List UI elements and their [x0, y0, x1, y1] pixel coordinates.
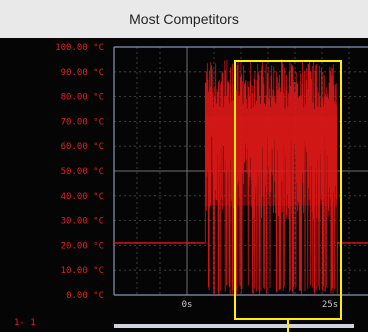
y-tick-labels: 100.00 °C 90.00 °C 80.00 °C 70.00 °C 60.00 °… [55, 43, 104, 301]
y-tick-label: 30.00 °C [61, 217, 104, 227]
y-tick-label: 10.00 °C [61, 266, 104, 276]
y-tick-label: 0.00 °C [66, 291, 104, 301]
x-tick-label: 25s [322, 300, 338, 310]
y-tick-label: 60.00 °C [61, 142, 104, 152]
x-tick-label: 0s [182, 300, 193, 310]
trace-dense-band [205, 116, 338, 206]
timeline-scrollbar[interactable] [114, 324, 354, 328]
chart-caption: Most Competitors [129, 11, 239, 27]
temperature-trace [114, 59, 368, 296]
y-tick-label: 70.00 °C [61, 117, 104, 127]
y-tick-label: 90.00 °C [61, 68, 104, 78]
temperature-plot: 100.00 °C 90.00 °C 80.00 °C 70.00 °C 60.00 °… [14, 43, 368, 332]
x-tick-labels: 0s 25s [182, 300, 339, 310]
trace-oscillation [204, 59, 338, 296]
channel-label: 1- 1 [14, 318, 36, 328]
y-tick-label: 40.00 °C [61, 192, 104, 202]
y-tick-label: 100.00 °C [55, 43, 104, 53]
oscilloscope-panel: 100.00 °C 90.00 °C 80.00 °C 70.00 °C 60.00 °… [0, 38, 368, 332]
y-tick-label: 20.00 °C [61, 241, 104, 251]
y-tick-label: 50.00 °C [61, 167, 104, 177]
y-tick-label: 80.00 °C [61, 93, 104, 103]
